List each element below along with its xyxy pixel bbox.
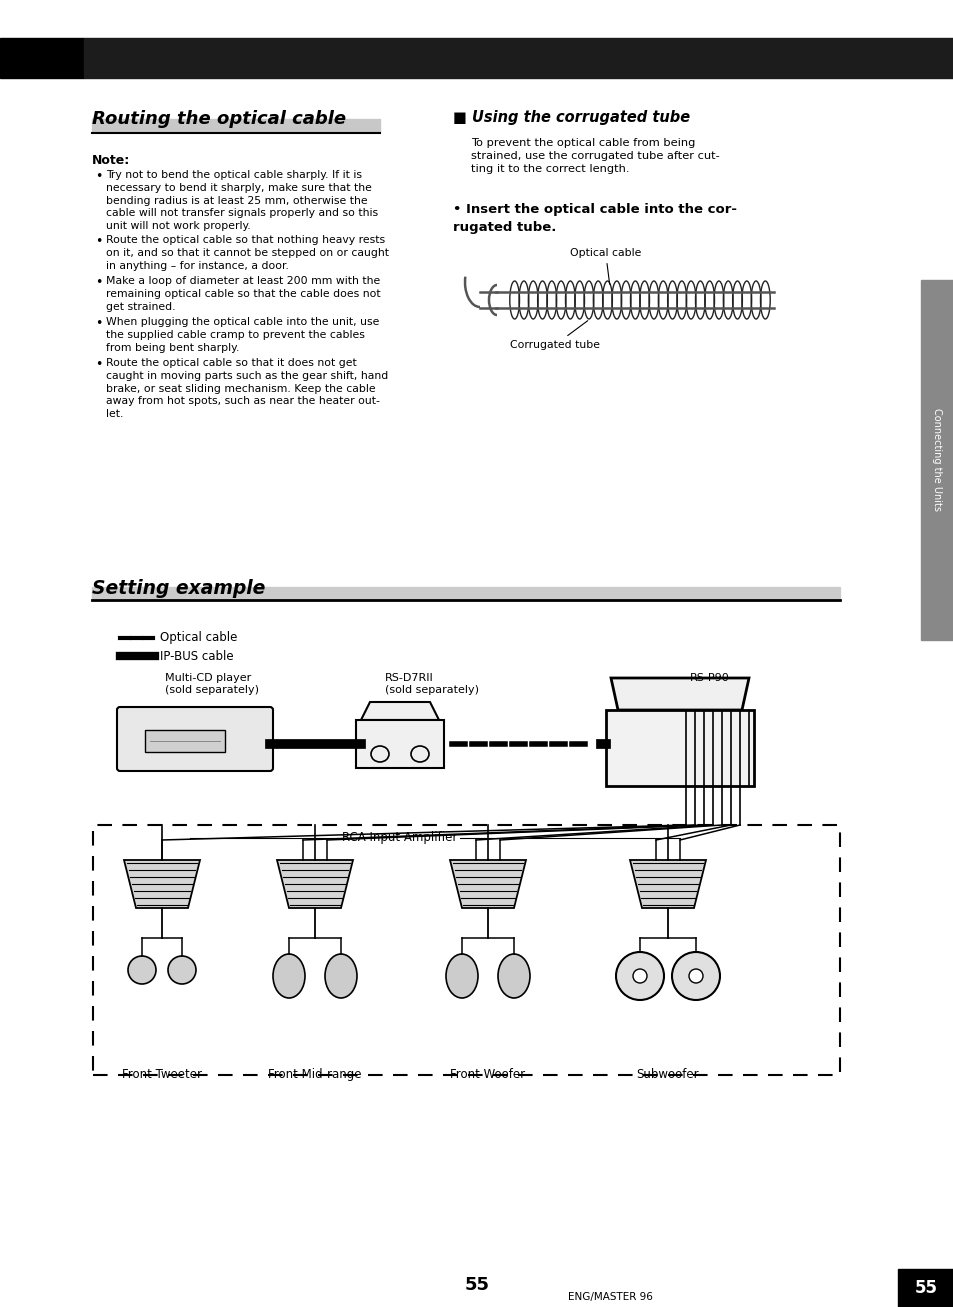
Polygon shape — [629, 860, 705, 908]
Text: •: • — [95, 235, 102, 248]
Text: When plugging the optical cable into the unit, use
the supplied cable cramp to p: When plugging the optical cable into the… — [106, 318, 379, 353]
Bar — [605, 710, 753, 786]
Text: Routing the optical cable: Routing the optical cable — [91, 110, 346, 128]
Bar — [0, 38, 84, 78]
Text: RS-D7RII
(sold separately): RS-D7RII (sold separately) — [385, 673, 478, 695]
Text: Multi-CD player
(sold separately): Multi-CD player (sold separately) — [165, 673, 258, 695]
Text: IP-BUS cable: IP-BUS cable — [160, 650, 233, 663]
Bar — [355, 720, 443, 769]
Text: Make a loop of diameter at least 200 mm with the
remaining optical cable so that: Make a loop of diameter at least 200 mm … — [106, 276, 380, 311]
Text: ■ Using the corrugated tube: ■ Using the corrugated tube — [453, 110, 689, 125]
Polygon shape — [124, 860, 200, 908]
Text: Route the optical cable so that nothing heavy rests
on it, and so that it cannot: Route the optical cable so that nothing … — [106, 235, 389, 271]
Polygon shape — [360, 702, 438, 720]
Text: 55: 55 — [914, 1280, 937, 1297]
Text: •: • — [95, 170, 102, 183]
Text: •: • — [95, 276, 102, 289]
Text: Note:: Note: — [91, 154, 131, 167]
Circle shape — [616, 951, 663, 1000]
Bar — [91, 119, 379, 132]
Text: Optical cable: Optical cable — [160, 631, 237, 644]
Bar — [91, 587, 840, 600]
Text: ENG/MASTER 96: ENG/MASTER 96 — [567, 1293, 652, 1302]
Text: •: • — [95, 318, 102, 329]
Circle shape — [688, 968, 702, 983]
Circle shape — [633, 968, 646, 983]
Text: RS-P90: RS-P90 — [689, 673, 729, 684]
Bar — [92, 825, 840, 1074]
Text: Front Mid-range: Front Mid-range — [268, 1068, 361, 1081]
Text: To prevent the optical cable from being
strained, use the corrugated tube after : To prevent the optical cable from being … — [471, 139, 719, 174]
Text: Corrugated tube: Corrugated tube — [510, 320, 599, 350]
Text: Setting example: Setting example — [91, 579, 265, 599]
Circle shape — [128, 955, 156, 984]
Bar — [145, 731, 225, 752]
Text: Subwoofer: Subwoofer — [636, 1068, 699, 1081]
Bar — [897, 1269, 953, 1307]
Polygon shape — [610, 678, 748, 710]
Text: • Insert the optical cable into the cor-
rugated tube.: • Insert the optical cable into the cor-… — [453, 203, 737, 234]
Text: Connecting the Units: Connecting the Units — [931, 409, 941, 511]
Text: 55: 55 — [464, 1276, 489, 1294]
Text: Try not to bend the optical cable sharply. If it is
necessary to bend it sharply: Try not to bend the optical cable sharpl… — [106, 170, 377, 231]
Polygon shape — [450, 860, 525, 908]
Bar — [920, 280, 953, 640]
Circle shape — [671, 951, 720, 1000]
Text: RCA Input Amplifier: RCA Input Amplifier — [342, 831, 457, 844]
Ellipse shape — [325, 954, 356, 999]
Ellipse shape — [273, 954, 305, 999]
Bar — [84, 38, 953, 78]
Ellipse shape — [446, 954, 477, 999]
Ellipse shape — [497, 954, 530, 999]
Text: Front Tweeter: Front Tweeter — [122, 1068, 202, 1081]
Polygon shape — [276, 860, 353, 908]
Text: •: • — [95, 358, 102, 371]
Text: Route the optical cable so that it does not get
caught in moving parts such as t: Route the optical cable so that it does … — [106, 358, 388, 420]
Text: Optical cable: Optical cable — [569, 248, 640, 284]
FancyBboxPatch shape — [117, 707, 273, 771]
Text: Front Woofer: Front Woofer — [450, 1068, 525, 1081]
Circle shape — [168, 955, 195, 984]
